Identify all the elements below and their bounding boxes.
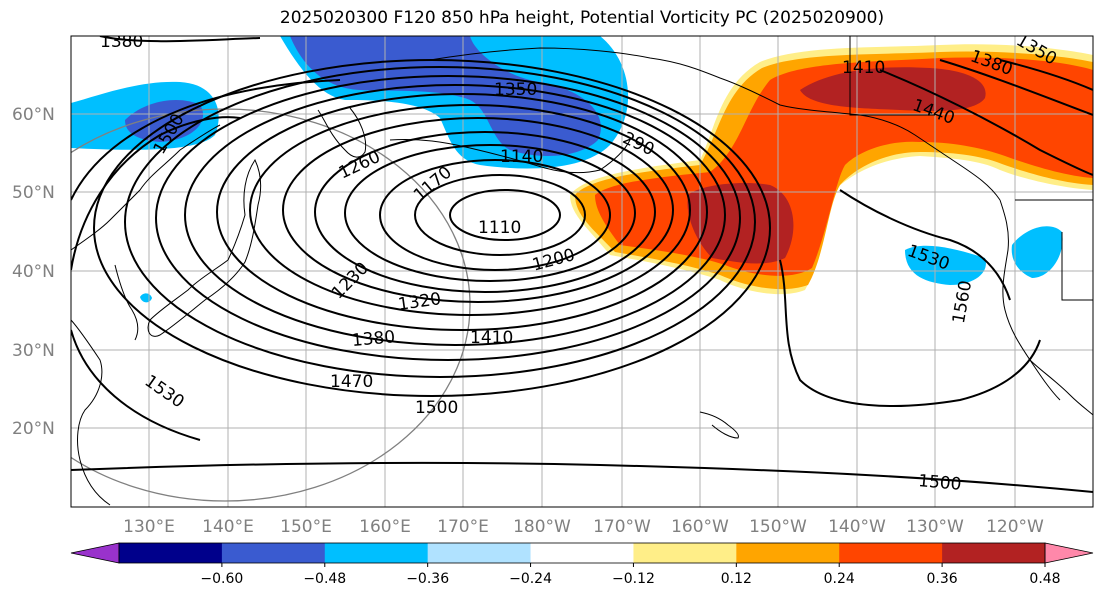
lon-label: 140°E [202,517,254,537]
colorbar-bin [633,543,737,563]
map-area: 1380 1500 1350 1140 290 1410 1380 1350 1… [71,32,1093,507]
contour-label: 1470 [330,372,373,392]
figure-title: 2025020300 F120 850 hPa height, Potentia… [279,8,885,28]
contour-label: 1500 [415,398,458,418]
boundary-lines [849,36,1093,301]
lat-label: 30°N [12,341,55,361]
pv-blue-east-coast [1011,226,1063,278]
colorbar-tick-label: 0.12 [721,571,752,587]
lon-label: 130°E [123,517,175,537]
coast-alaska [429,47,1001,201]
colorbar-bin [839,543,943,563]
coast-korea [114,264,139,341]
colorbar: −0.60 −0.48 −0.36 −0.24 −0.12 0.12 0.24 0.36 0.4… [70,542,1094,587]
colorbar-tick-label: −0.24 [509,571,552,587]
coast-japan [147,158,262,337]
pv-mid-blue-north-central [290,36,601,156]
colorbar-tick-label: −0.12 [612,571,655,587]
colorbar-bin [942,543,1046,563]
contour-label: 1380 [100,32,143,52]
coastlines [71,47,1093,506]
lon-label: 120°W [986,517,1044,537]
map-frame [70,35,1094,508]
lat-label: 60°N [12,105,55,125]
coast-north-america [999,199,1061,401]
lon-label: 170°W [593,517,651,537]
coast-hawaii [699,411,739,439]
longitude-labels: 130°E 140°E 150°E 160°E 170°E 180°W 170°… [123,517,1044,537]
pv-dark-red-north [800,67,986,111]
contour-label: 1380 [351,327,396,351]
colorbar-frame [118,542,1046,564]
colorbar-bin [221,543,326,563]
colorbar-tick-label: 0.36 [927,571,958,587]
contour-label: 1410 [470,328,513,348]
pv-blue-southeast-low [905,245,986,285]
lon-label: 160°W [671,517,729,537]
colorbar-tick-label: −0.48 [303,571,346,587]
colorbar-tick-label: 0.48 [1029,571,1060,587]
contour-label: 1110 [478,218,521,238]
lat-label: 50°N [12,183,55,203]
colorbar-extend-high [1044,542,1094,564]
lat-label: 20°N [12,419,55,439]
colorbar-bin [530,543,634,563]
latitude-labels: 60°N 50°N 40°N 30°N 20°N [12,105,55,439]
height-contours [71,36,1093,493]
contour-label: 1500 [917,471,962,495]
contour-label: 1350 [494,80,537,100]
coast-baja [1029,359,1093,416]
lon-label: 150°W [749,517,807,537]
coast-china [71,319,111,506]
lat-label: 40°N [12,262,55,282]
contour-label: 1410 [842,58,885,78]
graticule [71,36,1093,507]
colorbar-bin [427,543,532,563]
coast-kamchatka [317,107,367,158]
lon-label: 130°W [906,517,964,537]
colorbar-extend-low [70,542,120,564]
colorbar-bin [119,543,223,563]
lon-label: 180°W [513,517,571,537]
contour-label: 1140 [500,147,543,167]
colorbar-tick-label: −0.60 [200,571,243,587]
colorbar-tick-label: 0.24 [824,571,855,587]
colorbar-tick-label: −0.36 [406,571,449,587]
lon-label: 160°E [359,517,411,537]
lon-label: 170°E [437,517,489,537]
coast-asia-mainland [71,124,221,251]
coast-aleutians [389,138,631,174]
colorbar-bin [736,543,840,563]
colorbar-bin [324,543,429,563]
lon-label: 150°E [280,517,332,537]
lon-label: 140°W [828,517,886,537]
